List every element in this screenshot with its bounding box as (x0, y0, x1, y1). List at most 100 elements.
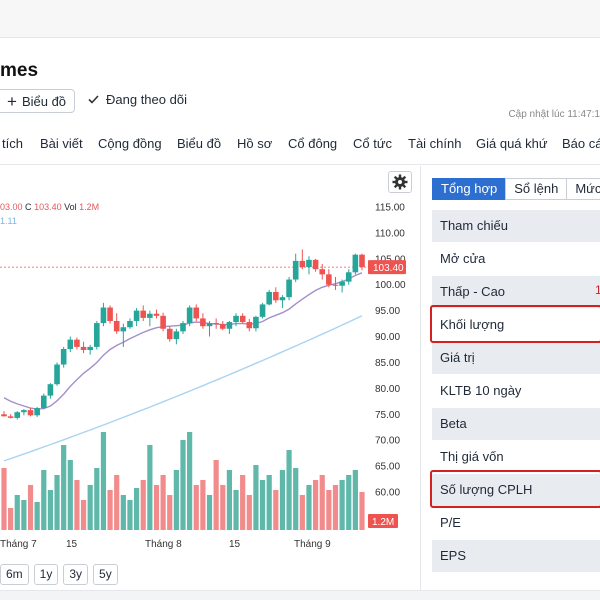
chart-legend: 03.00 C 103.40 Vol 1.2M (0, 202, 99, 212)
range-6m-button[interactable]: 6m (0, 564, 29, 585)
add-to-chart-button[interactable]: + Biểu đồ (0, 89, 76, 113)
candle-body (133, 310, 140, 321)
last-price-tag-label: 103.40 (373, 263, 404, 274)
volume-bar (306, 485, 312, 530)
price-tick-label: 65.00 (375, 462, 400, 473)
following-toggle[interactable]: Đang theo dõi (88, 92, 187, 107)
volume-bar (352, 470, 358, 530)
tab-chart[interactable]: Biểu đồ (177, 136, 222, 151)
volume-bar (286, 450, 292, 530)
tab-shareholders[interactable]: Cổ đông (288, 136, 338, 151)
candle-body (359, 254, 365, 268)
tab-dividends[interactable]: Cổ tức (353, 136, 393, 151)
volume-bar (100, 432, 107, 530)
volume-bar (213, 460, 219, 530)
candle-body (200, 318, 206, 327)
volume-tag-label: 1.2M (372, 517, 394, 528)
range-1y-button[interactable]: 1y (33, 564, 59, 585)
candle-body (219, 324, 226, 329)
volume-bar (266, 475, 272, 530)
legend-prefix: 03.00 (0, 202, 23, 212)
legend-close-value: 103.40 (34, 202, 62, 212)
price-tick-label: 70.00 (375, 436, 400, 447)
bottom-strip (0, 590, 600, 600)
price-tick-label: 75.00 (375, 410, 400, 421)
candle-body (339, 281, 345, 286)
stats-list: Tham chiếu Mở cửa Thấp - Cao Khối lượng … (432, 209, 600, 572)
stat-value: Giá trị (432, 341, 600, 374)
tab-community[interactable]: Cộng đồng (98, 136, 162, 151)
volume-bar (8, 508, 14, 530)
volume-bar (233, 490, 239, 530)
candle-body (120, 327, 127, 332)
candle-body (153, 313, 160, 316)
candle-body (246, 322, 253, 329)
chart-settings-button[interactable] (388, 171, 412, 193)
volume-bar (1, 468, 7, 530)
candle-body (80, 346, 87, 351)
volume-bar (107, 490, 113, 530)
tab-articles[interactable]: Bài viết (40, 136, 83, 151)
ma-long-line (3, 315, 363, 462)
candle-body (206, 323, 213, 327)
volume-bar (140, 480, 146, 530)
tab-orderbook[interactable]: Sổ lệnh (505, 178, 568, 200)
volume-bar (326, 490, 332, 530)
volume-bar (220, 485, 226, 530)
tab-analysis[interactable]: tích (2, 136, 23, 151)
tab-price-history[interactable]: Giá quá khứ (476, 136, 548, 151)
x-axis-label: 15 (229, 539, 241, 550)
price-chart[interactable]: 115.00 110.00 105.00 100.00 95.00 90.00 85.00 8… (0, 190, 418, 560)
x-axis-label: Tháng 8 (145, 539, 182, 550)
tab-summary[interactable]: Tổng hợp (432, 178, 507, 200)
candle-body (100, 307, 107, 324)
price-tick-label: 95.00 (375, 306, 400, 317)
candle-body (259, 304, 266, 317)
volume-bar (279, 470, 286, 530)
candle-body (7, 416, 14, 418)
volume-bar (359, 492, 365, 530)
legend-vol-label: Vol (64, 202, 77, 212)
volume-bar (67, 460, 73, 530)
volume-bar (47, 490, 54, 530)
candle-body (279, 297, 286, 301)
price-tick-label: 110.00 (375, 228, 405, 239)
candle-body (306, 259, 312, 268)
volume-bar (87, 485, 93, 530)
low-high-value-fragment: 1 (595, 283, 600, 297)
volume-bar (273, 490, 279, 530)
volume-bar (253, 465, 259, 530)
stat-market-cap: Thị giá vốn (432, 440, 600, 473)
tab-price-levels[interactable]: Mức (566, 178, 600, 200)
range-3y-button[interactable]: 3y (63, 564, 89, 585)
volume-bar (312, 480, 319, 530)
volume-bar (80, 500, 87, 530)
volume-bar (14, 495, 20, 530)
candle-body (74, 339, 80, 347)
add-to-chart-label: Biểu đồ (21, 93, 67, 109)
price-tick-label: 85.00 (375, 358, 400, 369)
stats-tabs: Tổng hợp Sổ lệnh Mức (432, 178, 600, 200)
volume-bar (173, 470, 179, 530)
stat-volume: Khối lượng (432, 308, 600, 341)
candle-body (233, 315, 239, 323)
candle-body (107, 307, 113, 321)
volume-bar (293, 468, 299, 530)
tab-profile[interactable]: Hồ sơ (237, 136, 273, 151)
range-5y-button[interactable]: 5y (93, 564, 118, 585)
candle-body (312, 259, 319, 270)
volume-bar (346, 475, 352, 530)
candle-body (34, 408, 40, 416)
candle-body (173, 331, 180, 340)
legend-close-label: C (25, 202, 32, 212)
tab-reports[interactable]: Báo cá (562, 136, 600, 151)
candle-body (193, 307, 200, 319)
tab-financials[interactable]: Tài chính (408, 136, 462, 151)
volume-bar (180, 440, 186, 530)
volume-bar (34, 502, 40, 530)
volume-bar (200, 480, 206, 530)
volume-bar (94, 468, 100, 530)
stat-beta: Beta (432, 407, 600, 440)
candle-body (21, 410, 27, 413)
